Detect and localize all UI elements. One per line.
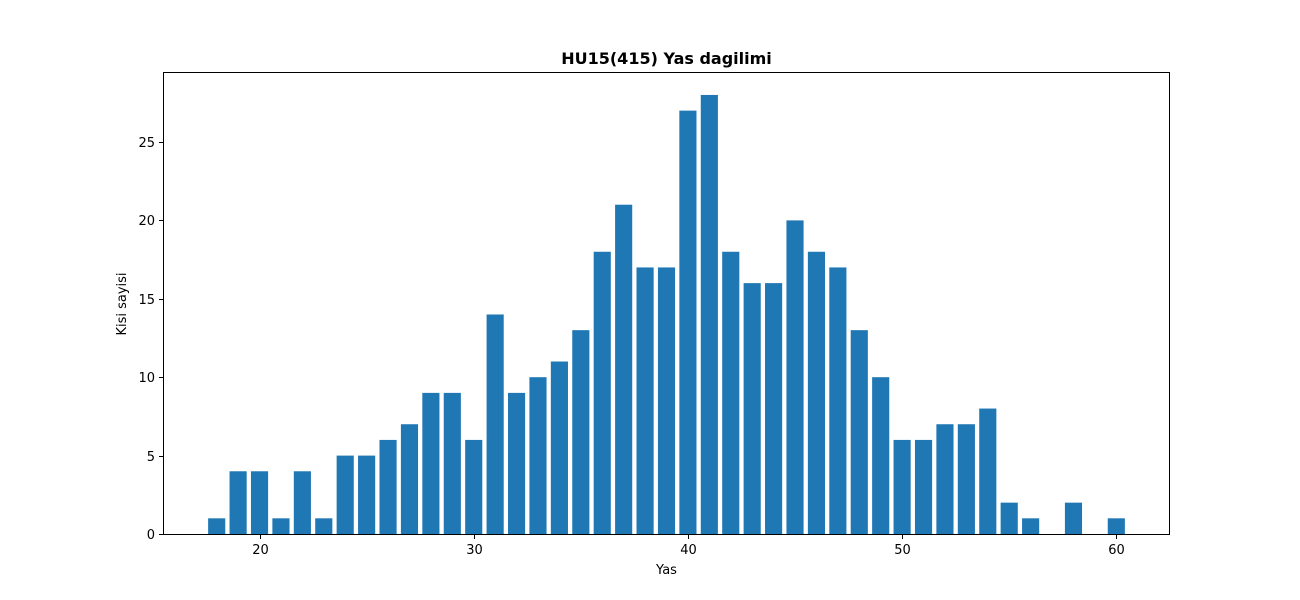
bar-age-45 bbox=[786, 220, 804, 534]
bar-age-20 bbox=[250, 471, 269, 534]
x-axis-ticks: 20 30 40 50 60 bbox=[252, 534, 1125, 558]
bar-age-28 bbox=[422, 392, 440, 534]
bar-age-23 bbox=[315, 518, 333, 534]
y-tick-label: 5 bbox=[147, 450, 155, 465]
bar-age-56 bbox=[1022, 518, 1040, 534]
bar-age-19 bbox=[229, 471, 247, 534]
bar-age-26 bbox=[379, 439, 397, 534]
bar-age-25 bbox=[358, 455, 376, 534]
bar-age-58 bbox=[1064, 502, 1083, 534]
x-tick-label: 20 bbox=[252, 543, 269, 558]
bar-age-47 bbox=[829, 267, 847, 534]
bar-age-30 bbox=[465, 439, 483, 534]
bar-age-24 bbox=[336, 455, 354, 534]
bar-age-21 bbox=[272, 518, 290, 534]
bars-layer bbox=[208, 94, 1125, 534]
x-tick-label: 30 bbox=[466, 543, 483, 558]
bar-age-34 bbox=[550, 361, 568, 534]
chart-title: HU15(415) Yas dagilimi bbox=[561, 49, 772, 68]
bar-age-22 bbox=[293, 471, 311, 534]
bar-age-33 bbox=[529, 377, 547, 534]
bar-age-49 bbox=[872, 377, 890, 534]
axes-frame bbox=[163, 72, 1170, 535]
bar-age-43 bbox=[743, 283, 761, 534]
bar-age-39 bbox=[657, 267, 676, 534]
bar-age-32 bbox=[507, 392, 526, 534]
y-tick-label: 10 bbox=[138, 371, 155, 386]
bar-age-60 bbox=[1107, 518, 1125, 534]
bar-age-55 bbox=[1000, 502, 1018, 534]
bar-age-36 bbox=[593, 251, 611, 534]
y-tick-label: 0 bbox=[147, 528, 155, 543]
bar-age-27 bbox=[400, 424, 419, 534]
bar-age-29 bbox=[443, 392, 461, 534]
x-axis-label: Yas bbox=[655, 563, 677, 578]
y-tick-label: 20 bbox=[138, 214, 155, 229]
bar-age-42 bbox=[722, 251, 740, 534]
bar-age-31 bbox=[486, 314, 504, 534]
bar-age-48 bbox=[850, 330, 868, 534]
bar-age-52 bbox=[936, 424, 954, 534]
x-tick-label: 40 bbox=[680, 543, 697, 558]
bar-age-44 bbox=[765, 283, 783, 534]
bar-age-35 bbox=[572, 330, 590, 534]
y-tick-label: 25 bbox=[138, 136, 155, 151]
bar-age-51 bbox=[914, 439, 933, 534]
bar-age-41 bbox=[700, 94, 718, 534]
bar-age-18 bbox=[208, 518, 226, 534]
bar-age-38 bbox=[636, 267, 654, 534]
bar-age-37 bbox=[615, 204, 633, 534]
bar-age-50 bbox=[893, 439, 911, 534]
bar-age-54 bbox=[979, 408, 997, 534]
x-tick-label: 50 bbox=[894, 543, 911, 558]
bar-age-40 bbox=[679, 110, 697, 534]
x-tick-label: 60 bbox=[1108, 543, 1125, 558]
bar-age-46 bbox=[807, 251, 826, 534]
y-axis-label: Kisi sayisi bbox=[115, 272, 130, 335]
bar-age-53 bbox=[957, 424, 975, 534]
y-axis-ticks: 0 5 10 15 20 25 bbox=[138, 136, 164, 543]
y-tick-label: 15 bbox=[138, 293, 155, 308]
